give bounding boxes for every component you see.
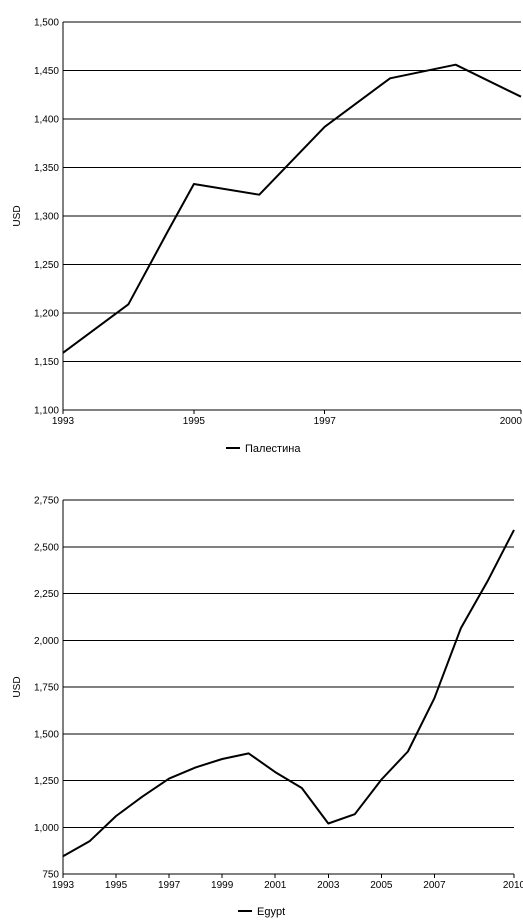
y-tick-label: 1,350	[34, 163, 59, 174]
y-tick-label: 750	[42, 870, 59, 881]
x-tick-label: 1993	[52, 416, 75, 427]
x-tick-label: 1999	[211, 880, 234, 891]
legend-label: Egypt	[257, 906, 285, 918]
y-tick-label: 1,750	[34, 683, 59, 694]
x-tick-label: 1995	[183, 416, 206, 427]
y-tick-label: 1,000	[34, 823, 59, 834]
y-tick-label: 1,450	[34, 66, 59, 77]
chart-egypt: 750 1,000 1,250 1,500 1,750 2,000 2,250 2,500 2,…	[12, 496, 523, 919]
y-tick-label: 1,100	[34, 406, 59, 417]
y-axis-title: USD	[12, 676, 23, 697]
y-tick-label: 1,150	[34, 357, 59, 368]
y-tick-label: 2,250	[34, 589, 59, 600]
x-tick-label: 1997	[158, 880, 181, 891]
series-line	[62, 529, 515, 858]
y-tick-label: 2,000	[34, 636, 59, 647]
series-line	[62, 63, 522, 354]
y-tick-label: 1,500	[34, 729, 59, 740]
y-tick-label: 1,250	[34, 776, 59, 787]
x-tick-label: 2010	[503, 880, 523, 891]
x-tick-label: 1995	[105, 880, 128, 891]
y-tick-label: 1,500	[34, 18, 59, 29]
y-tick-label: 1,400	[34, 115, 59, 126]
x-tick-label: 2003	[317, 880, 340, 891]
x-tick-label: 2007	[423, 880, 446, 891]
chart-palestine: 1,100 1,150 1,200 1,250 1,300 1,350 1,400 1,450…	[12, 18, 523, 456]
y-tick-label: 2,750	[34, 496, 59, 507]
x-tick-label: 1993	[52, 880, 75, 891]
x-tick-label: 2005	[370, 880, 393, 891]
x-tick-label: 2001	[264, 880, 287, 891]
legend-label: Палестина	[245, 443, 301, 455]
y-tick-label: 2,500	[34, 542, 59, 553]
y-tick-label: 1,200	[34, 309, 59, 320]
y-tick-label: 1,250	[34, 260, 59, 271]
y-tick-label: 1,300	[34, 212, 59, 223]
x-tick-label: 1997	[314, 416, 337, 427]
y-axis-title: USD	[12, 205, 23, 226]
x-tick-label: 2000	[500, 416, 523, 427]
